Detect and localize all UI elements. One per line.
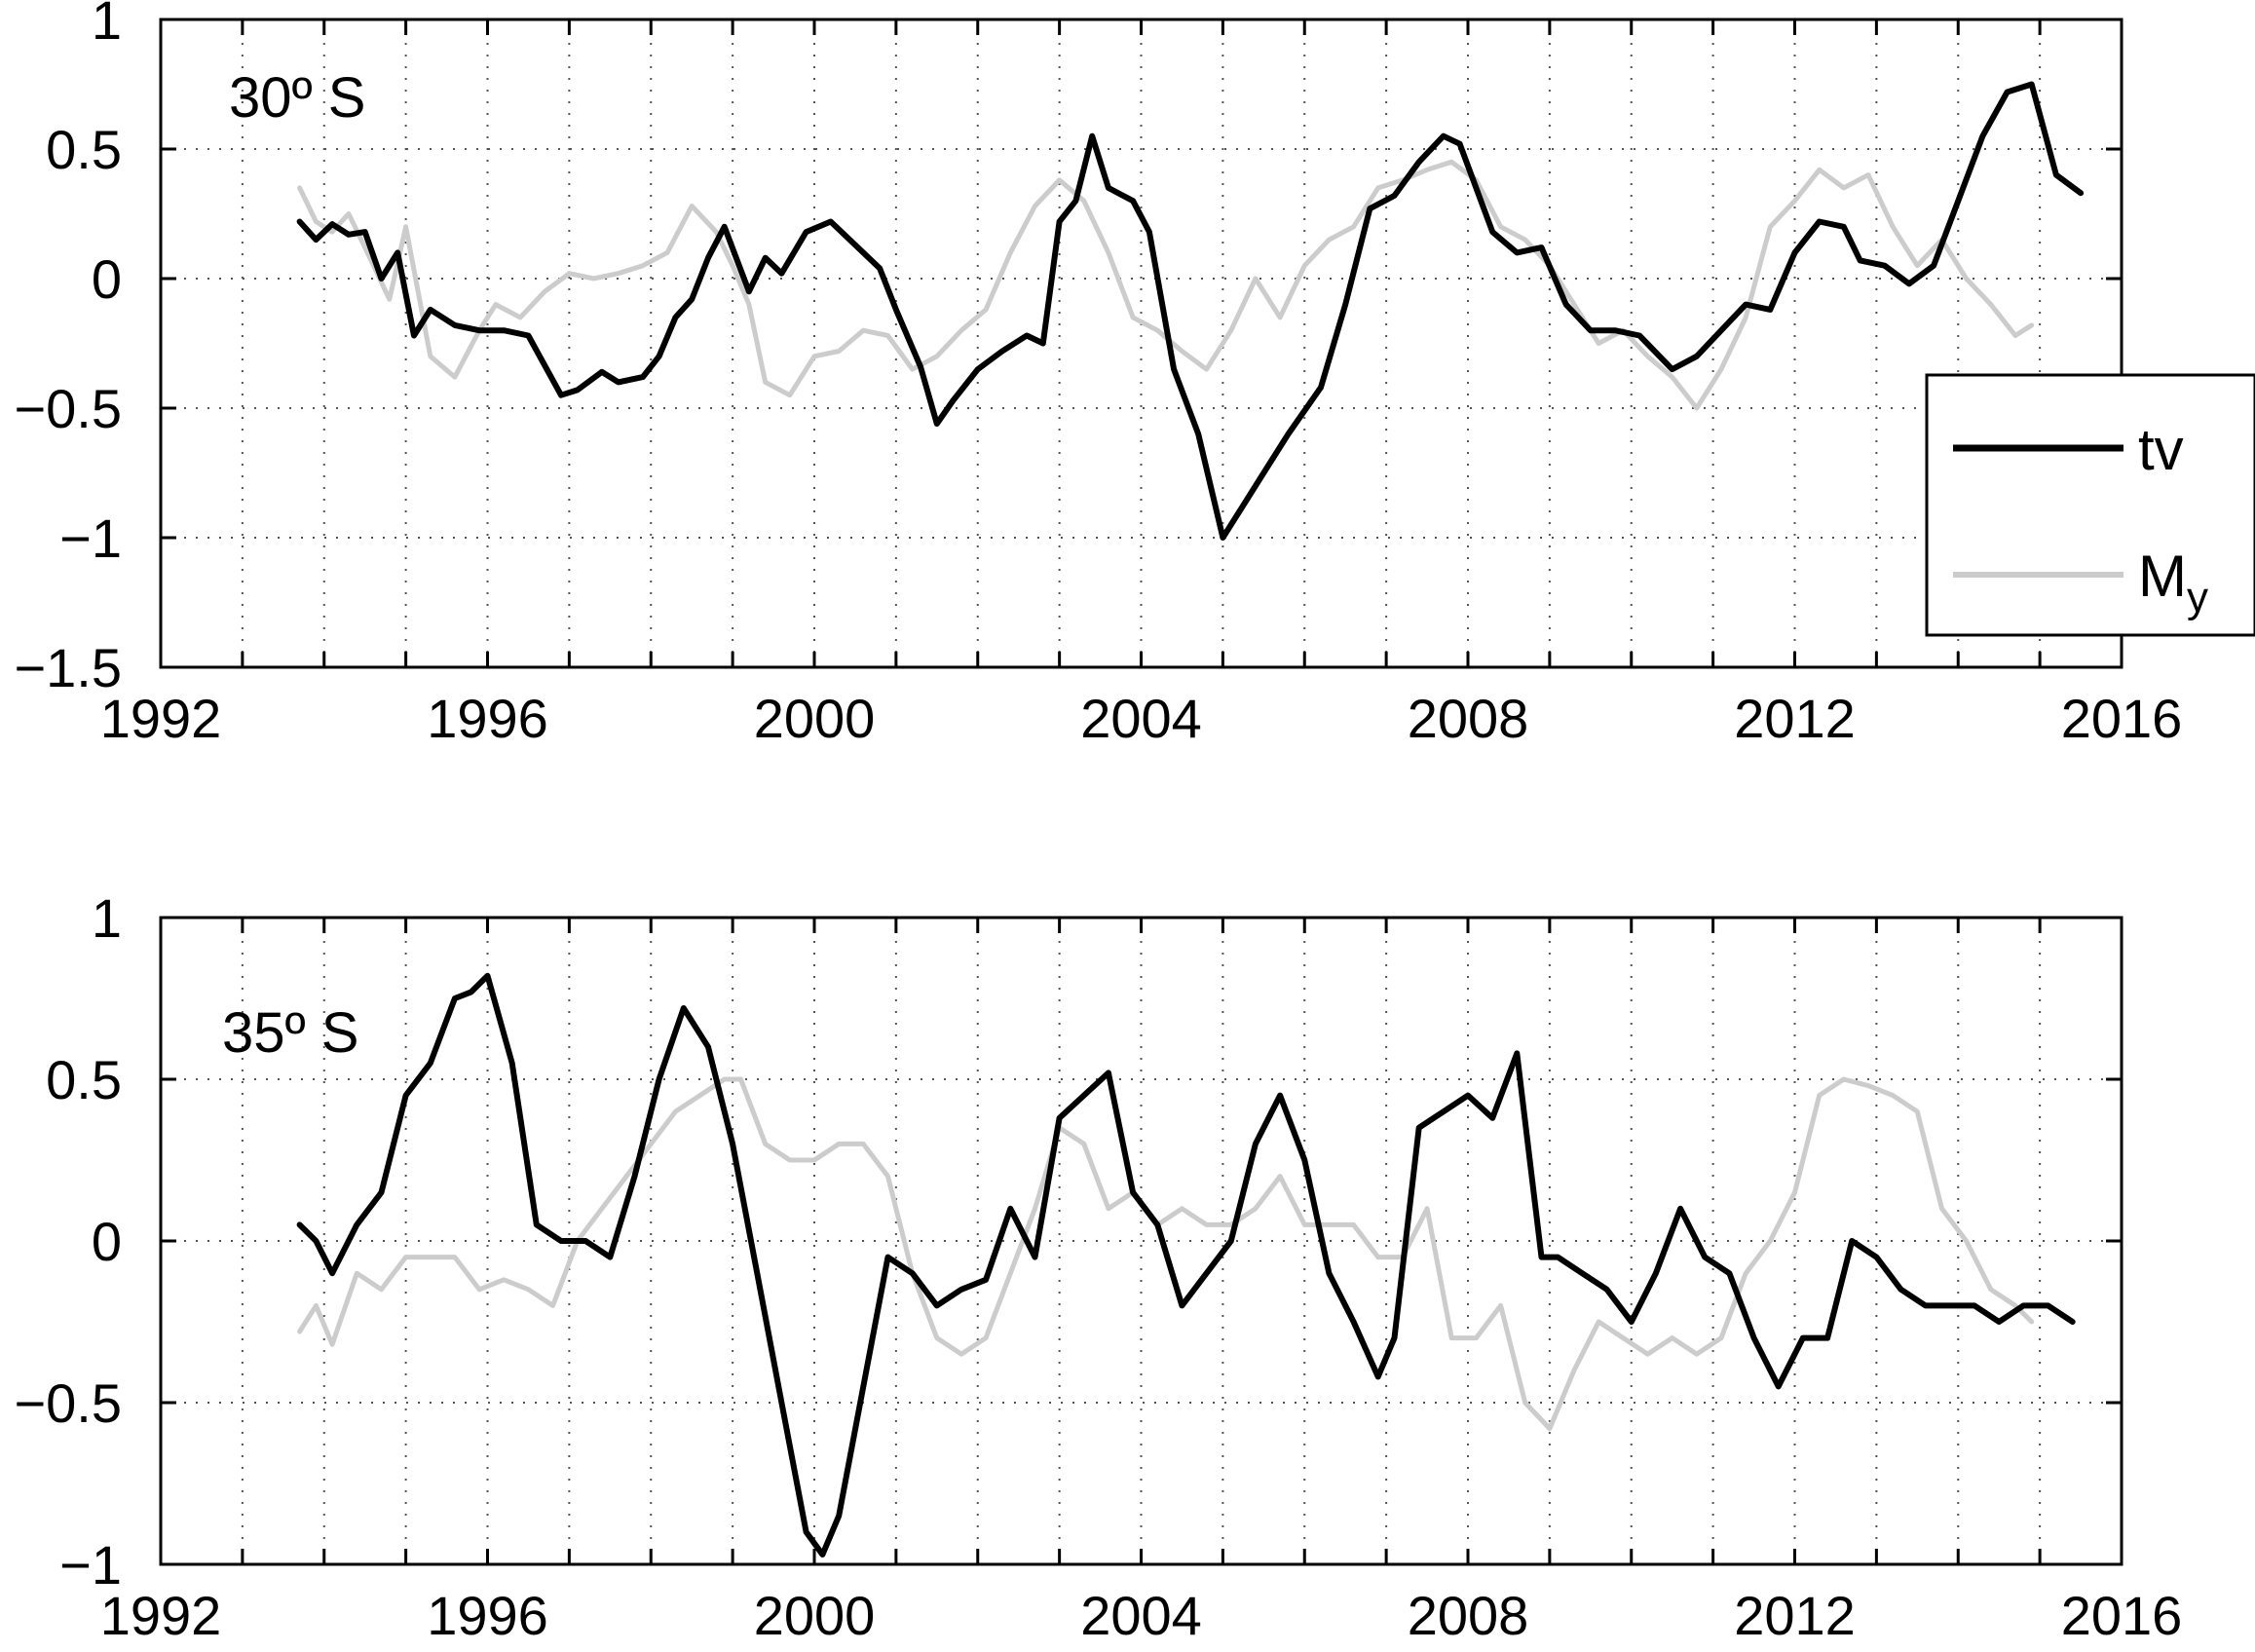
y-tick-label: 1: [92, 0, 122, 51]
legend-label: My: [2138, 544, 2208, 621]
panel-35s: 1992 1996 2000 2004 2008 2012 2016 1 0.5 0 −0.5 −1 3…: [14, 887, 2182, 1646]
y-tick-label: −1: [59, 1534, 122, 1596]
y-tick-label: 0.5: [46, 1049, 122, 1110]
y-tick-label: −0.5: [14, 1372, 122, 1434]
panel-label: 35º S: [222, 1001, 359, 1065]
legend-label: tv: [2138, 417, 2184, 482]
x-tick-label: 2012: [1734, 1585, 1856, 1646]
x-tick-label: 1992: [100, 1585, 222, 1646]
legend-box: [1925, 373, 2255, 637]
legend-label-subscript: y: [2187, 574, 2208, 621]
y-tick-label: −1: [59, 507, 122, 569]
x-tick-label: 2000: [754, 688, 876, 749]
x-tick-label: 1996: [427, 1585, 548, 1646]
axes-box: [159, 18, 2123, 669]
x-tick-label: 2004: [1080, 688, 1202, 749]
x-tick-label: 2016: [2061, 688, 2183, 749]
y-tick-label: −0.5: [14, 378, 122, 439]
x-tick-label: 2000: [754, 1585, 876, 1646]
x-tick-label: 2012: [1734, 688, 1856, 749]
axes-box: [159, 916, 2123, 1566]
x-tick-label: 2008: [1408, 688, 1529, 749]
y-tick-label: 1: [92, 887, 122, 949]
legend: tv My: [1925, 373, 2255, 637]
x-tick-label: 2016: [2061, 1585, 2183, 1646]
series-line-tv: [296, 972, 2076, 1558]
x-tick-label: 2008: [1408, 1585, 1529, 1646]
x-tick-label: 1996: [427, 688, 548, 749]
x-tick-label: 1992: [100, 688, 222, 749]
y-tick-label: −1.5: [14, 637, 122, 698]
y-tick-label: 0: [92, 1211, 122, 1272]
panel-label: 30º S: [229, 66, 366, 130]
y-tick-label: 0: [92, 248, 122, 310]
x-tick-label: 2004: [1080, 1585, 1202, 1646]
series-line-my: [297, 159, 2035, 411]
series-line-tv: [296, 81, 2085, 541]
panel-30s: 1992 1996 2000 2004 2008 2012 2016 1 0.5 0 −0.5 −1 −…: [14, 0, 2255, 749]
y-tick-label: 0.5: [46, 119, 122, 180]
